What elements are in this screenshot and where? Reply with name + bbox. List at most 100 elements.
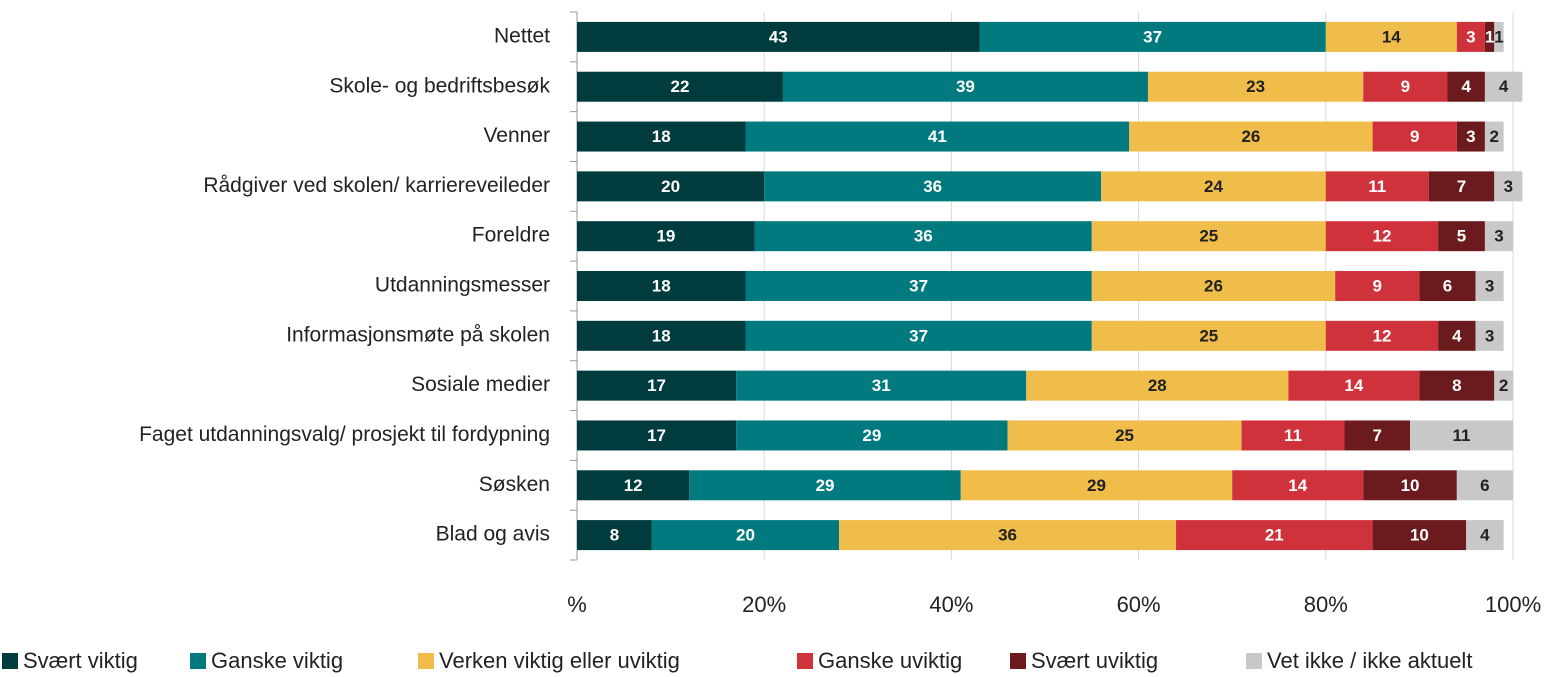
data-label: 1 [1494,27,1503,46]
bar-segment [577,520,652,551]
bar-segment [1456,121,1485,152]
data-label: 25 [1199,227,1218,246]
data-label: 41 [928,127,947,146]
data-label: 2 [1499,376,1508,395]
x-tick-label: 20% [742,592,786,617]
category-label: Skole- og bedriftsbesøk [329,74,550,97]
data-label: 18 [652,276,671,295]
category-label: Utdanningsmesser [375,274,550,297]
data-label: 6 [1480,476,1489,495]
bar-segment [577,171,765,202]
bar-segment [1447,71,1485,102]
bar-segment [745,121,1130,152]
bar-segment [1325,320,1439,351]
data-label: 28 [1148,376,1167,395]
data-label: 4 [1461,77,1471,96]
bar-segment [1335,271,1420,301]
category-label: Faget utdanningsvalg/ prosjekt til fordy… [139,423,550,446]
legend-swatch [2,653,18,669]
x-tick-label: 60% [1117,592,1161,617]
bar-segment [1091,320,1326,351]
bar-segment [577,370,737,401]
bar-segment [577,320,746,351]
category-label: Sosiale medier [411,373,550,396]
bar-segment [1484,121,1504,152]
data-label: 21 [1265,526,1284,545]
bar-segment [1428,171,1495,202]
data-label: 29 [862,426,881,445]
data-label: 12 [624,476,643,495]
bar-segment [1410,420,1513,451]
data-label: 39 [956,77,975,96]
bar-segment [1466,520,1504,551]
bar-segment [1091,271,1336,301]
bar-segment [1456,470,1513,501]
data-label: 6 [1443,276,1452,295]
legend-label: Vet ikke / ikke aktuelt [1267,648,1472,673]
data-label: 1 [1485,27,1494,46]
data-label: 25 [1115,426,1134,445]
bar-segment [1484,71,1523,102]
bar-segment [782,71,1148,102]
bar-segment [1288,370,1420,401]
bar-segment [1484,221,1513,252]
data-label: 36 [998,526,1017,545]
data-label: 9 [1373,276,1382,295]
bar-segment [1363,71,1448,102]
bar-segment [1325,171,1429,202]
bar-segment [577,420,737,451]
data-label: 37 [1143,27,1162,46]
bar-segment [1419,370,1495,401]
data-label: 3 [1466,27,1475,46]
legend-label: Ganske viktig [211,648,343,673]
bar-segment [839,520,1177,551]
bar-segment [1438,221,1485,252]
category-label: Foreldre [472,224,550,247]
legend-label: Svært uviktig [1031,648,1158,673]
data-label: 24 [1204,177,1223,196]
data-label: 20 [736,526,755,545]
bar-segment [577,21,980,52]
bar-segment [960,470,1233,501]
data-label: 4 [1480,526,1490,545]
data-label: 12 [1372,326,1391,345]
data-label: 4 [1499,77,1509,96]
bar-segment [1101,171,1326,202]
legend-label: Verken viktig eller uviktig [439,648,680,673]
x-tick-label: 80% [1304,592,1348,617]
bar-segment [1241,420,1345,451]
bar-segment [577,121,746,152]
bar-segment [1091,221,1326,252]
data-label: 3 [1504,177,1513,196]
bar-segment [1147,71,1364,102]
data-label: 9 [1410,127,1419,146]
data-label: 14 [1288,476,1307,495]
data-label: 3 [1466,127,1475,146]
data-label: 11 [1368,177,1386,196]
data-label: 2 [1490,127,1499,146]
data-label: 17 [647,426,666,445]
data-label: 17 [647,376,666,395]
bar-segment [1475,271,1504,301]
data-label: 3 [1485,326,1494,345]
data-label: 8 [610,526,619,545]
data-label: 3 [1485,276,1494,295]
bar-segment [1372,121,1457,152]
legend-swatch [418,653,434,669]
bar-segment [979,21,1326,52]
legend-swatch [1010,653,1026,669]
bar-segment [1419,271,1476,301]
bar-segment [577,71,783,102]
data-label: 14 [1382,27,1401,46]
category-label: Søsken [479,473,550,496]
data-label: 18 [652,326,671,345]
category-label: Nettet [494,24,550,47]
data-label: 11 [1453,426,1471,445]
category-label: Informasjonsmøte på skolen [286,323,550,346]
bar-segment [1007,420,1242,451]
data-label: 11 [1284,426,1302,445]
bar-segment [1026,370,1289,401]
bar-segment [745,320,1092,351]
bar-segment [736,420,1008,451]
bar-segment [1494,21,1504,52]
